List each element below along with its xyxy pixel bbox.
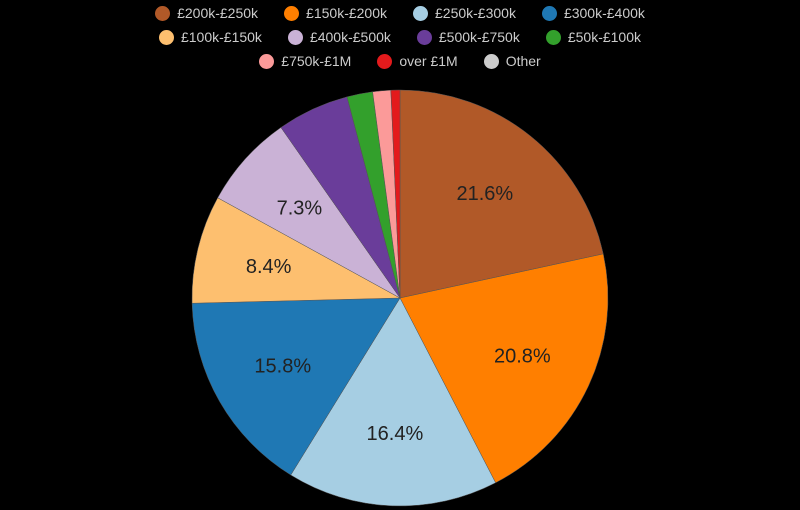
legend-item[interactable]: £150k-£200k (284, 5, 387, 21)
legend-color-dot-icon (483, 53, 499, 69)
legend-row: £200k-£250k £150k-£200k £250k-£300k £300k-£… (0, 1, 800, 25)
legend-item[interactable]: £250k-£300k (413, 5, 516, 21)
legend-color-dot-icon (413, 5, 428, 21)
legend-row: £100k-£150k £400k-£500k £500k-£750k £50k-£1… (0, 25, 800, 49)
legend-item[interactable]: £200k-£250k (155, 5, 258, 21)
pie-slice[interactable] (191, 297, 401, 476)
pie-slice[interactable] (191, 197, 401, 304)
slice-percentage-label: 21.6% (457, 183, 514, 205)
legend-item[interactable]: £300k-£400k (541, 5, 645, 21)
slice-percentage-label: 7.3% (277, 198, 323, 220)
slice-percentage-label: 15.8% (254, 355, 311, 377)
legend-label: £750k-£1M (281, 53, 352, 69)
legend-color-dot-icon (284, 5, 300, 21)
legend-item[interactable]: over £1M (377, 53, 458, 69)
pie-slice[interactable] (399, 253, 609, 484)
legend-color-dot-icon (541, 5, 557, 21)
legend-color-dot-icon (287, 29, 303, 45)
legend-label: £250k-£300k (435, 5, 516, 21)
legend-color-dot-icon (158, 29, 174, 45)
pie-slice[interactable] (390, 89, 401, 299)
legend-label: Other (505, 53, 541, 69)
legend-row: £750k-£1M over £1M Other (0, 49, 800, 73)
pie-slice[interactable] (399, 89, 604, 299)
legend-color-dot-icon (377, 53, 393, 69)
legend-item[interactable]: £50k-£100k (545, 29, 642, 45)
legend-label: £400k-£500k (309, 29, 391, 45)
legend-item[interactable]: £500k-£750k (416, 29, 520, 45)
chart-legend: £200k-£250k £150k-£200k £250k-£300k £300k-£… (0, 1, 800, 73)
legend-color-dot-icon (545, 29, 561, 45)
legend-label: £150k-£200k (306, 5, 387, 21)
legend-color-dot-icon (155, 5, 171, 21)
legend-item[interactable]: £400k-£500k (287, 29, 391, 45)
legend-item[interactable]: £750k-£1M (259, 53, 351, 69)
legend-label: £300k-£400k (563, 5, 645, 21)
legend-label: £100k-£150k (180, 29, 262, 45)
slice-percentage-label: 20.8% (494, 346, 551, 368)
legend-color-dot-icon (416, 29, 432, 45)
legend-label: £50k-£100k (567, 29, 642, 45)
legend-label: £200k-£250k (177, 5, 259, 21)
legend-item[interactable]: Other (483, 53, 541, 69)
slice-percentage-label: 16.4% (367, 423, 424, 445)
legend-label: £500k-£750k (438, 29, 520, 45)
legend-color-dot-icon (259, 53, 275, 69)
legend-item[interactable]: £100k-£150k (158, 29, 262, 45)
slice-percentage-label: 8.4% (246, 256, 292, 278)
legend-label: over £1M (399, 53, 458, 69)
pie-slice[interactable] (290, 297, 496, 507)
